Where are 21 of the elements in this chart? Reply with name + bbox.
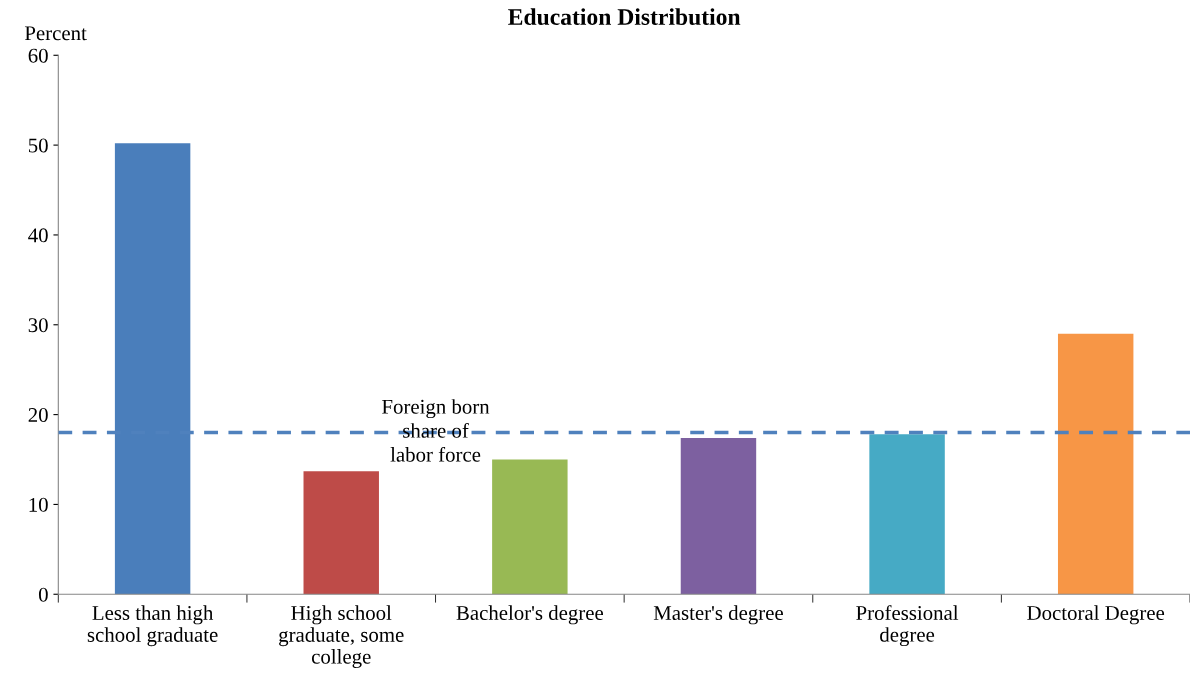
y-tick-label: 40 xyxy=(28,228,48,243)
y-tick-label: 50 xyxy=(28,138,48,153)
bar xyxy=(680,437,757,595)
bar xyxy=(869,434,945,595)
chart-title: Education Distribution xyxy=(508,8,741,26)
y-tick-label: 20 xyxy=(28,407,48,423)
x-tick-label: Professional degree xyxy=(856,605,959,647)
bar xyxy=(303,471,379,595)
x-tick-label: Doctoral Degree xyxy=(1027,605,1165,625)
ref-line-label: Foreign born share of labor force xyxy=(382,399,490,462)
bar xyxy=(492,459,568,595)
x-tick-label: High school graduate, some college xyxy=(279,605,404,669)
y-tick-label: 60 xyxy=(28,48,48,63)
x-tick-label: Bachelor's degree xyxy=(456,605,604,625)
y-tick-label: 30 xyxy=(28,318,48,333)
x-tick-label: Master's degree xyxy=(653,605,783,625)
x-tick-label: Less than high school graduate xyxy=(87,605,218,647)
y-axis-title: Percent xyxy=(24,26,87,41)
y-tick-label: 10 xyxy=(29,497,48,512)
y-tick-label: 0 xyxy=(38,587,48,602)
bar xyxy=(1057,333,1134,595)
